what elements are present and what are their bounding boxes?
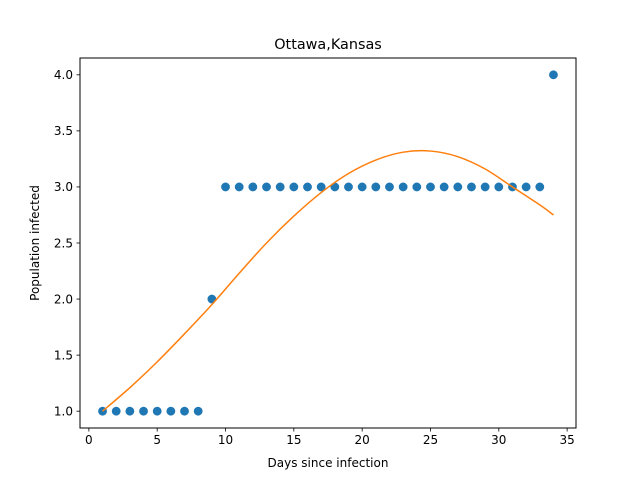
scatter-point: [480, 182, 490, 192]
scatter-point: [357, 182, 367, 192]
fitted-curve-line: [102, 149, 554, 412]
scatter-point: [426, 182, 435, 192]
axes-background: [80, 58, 576, 428]
y-tick-label: 4.0: [54, 68, 73, 82]
y-axis-label: Population infected: [28, 185, 42, 301]
scatter-point: [344, 182, 353, 192]
scatter-point: [125, 406, 135, 416]
scatter-point: [289, 182, 299, 192]
y-tick-label: 2.0: [54, 292, 73, 306]
x-tick-label: 25: [423, 433, 438, 447]
scatter-point: [439, 182, 449, 192]
x-tick-label: 10: [218, 433, 233, 447]
scatter-point: [234, 182, 244, 192]
scatter-point: [316, 182, 326, 192]
scatter-point: [248, 182, 258, 192]
scatter-point: [221, 182, 230, 192]
scatter-point: [385, 182, 394, 192]
scatter-point: [275, 182, 285, 192]
y-tick-label: 2.5: [54, 236, 73, 250]
scatter-point: [139, 406, 148, 416]
scatter-point: [467, 182, 476, 192]
scatter-point: [521, 182, 531, 192]
scatter-point: [152, 406, 162, 416]
scatter-point: [303, 182, 312, 192]
axis-ticks: 0 5 10 15 20 25 30 35 1.0 1.5 2.0 2.5 3.0 3.5 4.0: [54, 68, 575, 447]
scatter-point: [111, 406, 121, 416]
scatter-point: [166, 406, 176, 416]
x-tick-label: 35: [559, 433, 574, 447]
plot-marks: [98, 70, 558, 416]
x-tick-label: 30: [491, 433, 506, 447]
x-tick-label: 15: [286, 433, 301, 447]
x-tick-label: 5: [153, 433, 161, 447]
x-axis-label: Days since infection: [268, 456, 389, 470]
x-tick-label: 20: [355, 433, 370, 447]
y-tick-label: 3.5: [54, 124, 73, 138]
chart-title: Ottawa,Kansas: [274, 37, 382, 53]
x-tick-label: 0: [85, 433, 93, 447]
axes-frame: [79, 57, 577, 429]
y-tick-label: 1.0: [54, 404, 73, 418]
scatter-point: [180, 406, 189, 416]
y-tick-label: 1.5: [54, 348, 73, 362]
scatter-point: [494, 182, 504, 192]
scatter-point: [262, 182, 271, 192]
scatter-point: [371, 182, 381, 192]
scatter-point: [535, 182, 545, 192]
y-tick-label: 3.0: [54, 180, 73, 194]
scatter-point: [453, 182, 463, 192]
scatter-point: [549, 70, 558, 80]
scatter-point: [193, 406, 203, 416]
scatter-point: [412, 182, 422, 192]
scatter-point: [398, 182, 408, 192]
